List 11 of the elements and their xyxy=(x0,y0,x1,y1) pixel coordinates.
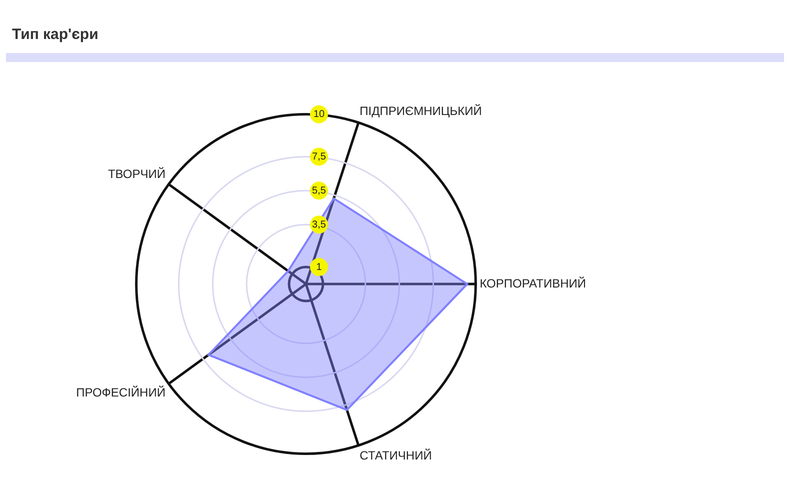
chart-title: Тип кар'єри xyxy=(12,26,98,43)
spoke-label: ПІДПРИЄМНИЦЬКИЙ xyxy=(360,104,482,118)
spoke-label: ТВОРЧИЙ xyxy=(108,167,166,182)
spoke-label: СТАТИЧНИЙ xyxy=(360,448,432,463)
y-tick-label: 1 xyxy=(316,262,322,273)
y-tick-label: 3,5 xyxy=(312,219,326,230)
y-tick-label: 10 xyxy=(313,109,325,120)
spoke-label: ПРОФЕСІЙНИЙ xyxy=(76,386,166,400)
y-tick-label: 5,5 xyxy=(312,185,326,196)
spoke-label: КОРПОРАТИВНИЙ xyxy=(480,276,586,290)
y-tick-label: 7,5 xyxy=(312,151,326,162)
